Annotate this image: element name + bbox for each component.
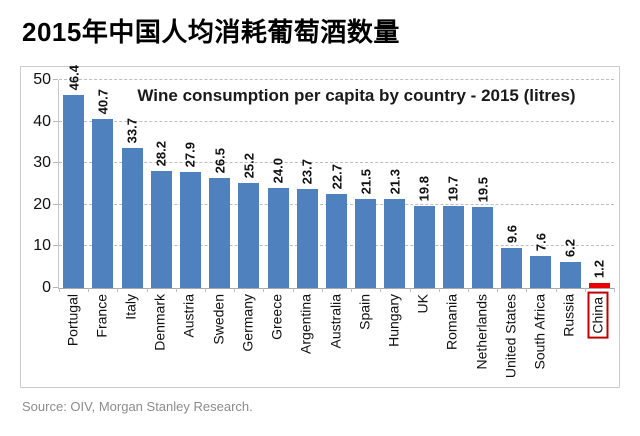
y-axis-tick	[53, 245, 58, 247]
y-axis-tick-label: 50	[33, 71, 51, 88]
y-axis-tick	[53, 162, 58, 164]
x-axis-tick	[526, 288, 528, 292]
bar-value-label: 19.7	[445, 175, 461, 201]
x-axis-tick	[292, 288, 294, 292]
x-axis-tick	[409, 288, 411, 292]
x-axis-tick	[584, 288, 586, 292]
bar-uk	[413, 206, 435, 288]
bar-value-label: 24.0	[270, 157, 286, 183]
x-axis-tick	[467, 288, 469, 292]
y-axis-tick-label: 40	[33, 112, 51, 130]
bar-value-label: 27.9	[182, 141, 198, 167]
bar-denmark	[150, 171, 172, 288]
x-axis-tick	[88, 288, 90, 292]
bar-value-label: 21.5	[358, 168, 374, 194]
x-axis-label-sweden: Sweden	[210, 294, 227, 345]
page-title: 2015年中国人均消耗葡萄酒数量	[22, 17, 400, 47]
x-axis-label-argentina: Argentina	[297, 294, 314, 354]
x-axis-label-germany: Germany	[239, 294, 256, 352]
x-axis-tick	[205, 288, 207, 292]
bar-greece	[267, 188, 289, 288]
bar-south-africa	[530, 256, 552, 288]
bar-germany	[238, 183, 260, 288]
y-axis-tick-label: 10	[33, 237, 51, 255]
gridline	[59, 162, 614, 164]
bar-value-label: 6.2	[562, 238, 578, 257]
x-axis-tick	[117, 288, 119, 292]
x-axis-label-spain: Spain	[356, 294, 373, 330]
bar-netherlands	[472, 207, 494, 288]
x-axis-tick	[555, 288, 557, 292]
chart-title: Wine consumption per capita by country -…	[137, 86, 576, 105]
bar-italy	[121, 148, 143, 288]
x-axis-label-russia: Russia	[560, 294, 577, 337]
bar-value-label: 19.8	[416, 175, 432, 201]
gridline	[59, 120, 614, 122]
bar-value-label: 22.7	[329, 163, 344, 189]
x-axis-label-uk: UK	[414, 294, 431, 314]
x-axis-label-denmark: Denmark	[151, 294, 168, 351]
bar-sweden	[209, 178, 231, 288]
x-axis-label-netherlands: Netherlands	[473, 294, 490, 370]
x-axis-label-china: China	[587, 292, 609, 339]
bar-value-label: 28.2	[153, 140, 169, 166]
y-axis-tick	[53, 287, 58, 288]
bar-value-label: 21.3	[387, 168, 403, 194]
bar-hungary	[384, 199, 406, 288]
bar-romania	[442, 206, 464, 288]
bar-value-label: 33.7	[124, 117, 140, 143]
x-axis-label-united-states: United States	[502, 294, 519, 379]
y-axis-tick-label: 30	[33, 154, 51, 172]
bar-value-label: 26.5	[212, 147, 228, 173]
x-axis-label-italy: Italy	[122, 294, 139, 320]
x-axis-tick	[321, 288, 323, 292]
bar-value-label: 19.5	[475, 176, 491, 202]
x-axis-label-portugal: Portugal	[64, 294, 81, 347]
bar-australia	[326, 194, 347, 288]
x-axis-label-hungary: Hungary	[385, 294, 402, 347]
bar-austria	[179, 172, 201, 288]
x-axis-tick	[614, 288, 615, 292]
y-axis-tick	[53, 79, 58, 80]
x-axis-tick	[234, 288, 236, 292]
x-axis-tick	[380, 288, 382, 292]
bar-portugal	[63, 95, 85, 288]
y-axis-tick-label: 0	[42, 279, 51, 296]
y-axis-tick-label: 20	[33, 195, 51, 213]
x-axis-tick	[351, 288, 353, 292]
x-axis-label-south-africa: South Africa	[531, 294, 548, 370]
x-axis-tick	[497, 288, 499, 292]
bar-united-states	[501, 248, 523, 288]
bar-value-label: 7.6	[533, 232, 549, 251]
x-axis-label-france: France	[93, 294, 110, 338]
x-axis-tick	[175, 288, 177, 292]
source-note: Source: OIV, Morgan Stanley Research.	[22, 399, 253, 414]
x-axis-tick	[438, 288, 440, 292]
bar-value-label: 23.7	[299, 158, 315, 184]
bar-value-label: 1.2	[591, 259, 607, 278]
x-axis-tick	[146, 288, 148, 292]
bar-value-label: 46.4	[66, 64, 82, 90]
gridline	[59, 79, 614, 80]
x-axis-label-romania: Romania	[443, 294, 460, 351]
x-axis-label-greece: Greece	[268, 294, 285, 340]
y-axis-tick	[53, 203, 58, 205]
x-axis-label-austria: Austria	[180, 294, 197, 338]
bar-value-label: 9.6	[504, 224, 520, 243]
bar-france	[92, 119, 114, 288]
bar-russia	[559, 262, 581, 288]
bar-value-label: 25.2	[241, 152, 257, 178]
x-axis-tick	[263, 288, 265, 292]
plot-area: 0 10 20 30 40 50 46.4 40.7 33.7 28.2 27.9 26.5 25.2 2…	[33, 65, 615, 296]
x-axis-tick	[59, 288, 60, 292]
x-axis-labels: Portugal France Italy Denmark Austria Sweden G…	[58, 291, 613, 387]
chart-card: Wine consumption per capita by country -…	[20, 65, 620, 388]
bar-spain	[355, 199, 377, 288]
bar-china	[588, 283, 610, 288]
bar-argentina	[296, 189, 318, 288]
x-axis-label-australia: Australia	[327, 294, 343, 349]
y-axis-tick	[53, 120, 58, 122]
